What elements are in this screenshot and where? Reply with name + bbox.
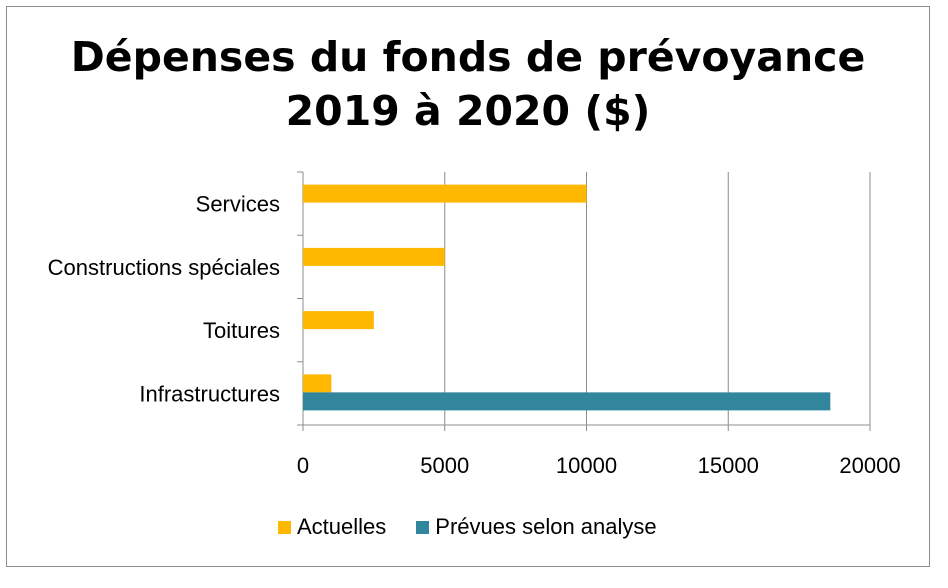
gridlines	[444, 172, 871, 425]
bar-actuelles	[303, 311, 374, 330]
y-category-label: Toitures	[203, 318, 280, 343]
legend-swatch-prevues	[416, 520, 430, 534]
bars	[303, 184, 831, 411]
x-tick-label: 20000	[839, 453, 900, 478]
chart-title-line-1: Dépenses du fonds de prévoyance	[70, 33, 866, 81]
x-tick-label: 0	[297, 453, 309, 478]
legend-swatch-actuelles	[278, 520, 291, 534]
legend-label-prevues: Prévues selon analyse	[435, 514, 657, 539]
legend-item-actuelles: Actuelles	[278, 514, 386, 540]
x-tick-label: 5000	[420, 453, 469, 478]
chart-frame	[6, 6, 930, 567]
x-tick-label: 10000	[556, 453, 617, 478]
legend-item-prevues: Prévues selon analyse	[416, 514, 657, 540]
chart-title-line-2: 2019 à 2020 ($)	[285, 87, 651, 135]
y-category-label: Services	[196, 192, 280, 217]
legend: Actuelles Prévues selon analyse	[278, 513, 687, 541]
axes	[297, 171, 871, 431]
bar-actuelles	[303, 374, 332, 393]
y-category-label: Infrastructures	[139, 381, 280, 406]
y-category-labels: Services Constructions spéciales Toitures I…	[48, 192, 280, 407]
x-tick-labels: 0 5000 10000 15000 20000	[297, 453, 901, 478]
bar-actuelles	[303, 247, 445, 266]
bar-prevues	[303, 392, 831, 411]
bar-actuelles	[303, 184, 587, 203]
legend-label-actuelles: Actuelles	[297, 514, 387, 539]
chart-title: Dépenses du fonds de prévoyance 2019 à 2…	[0, 30, 936, 138]
y-category-label: Constructions spéciales	[48, 255, 280, 280]
x-tick-label: 15000	[698, 453, 759, 478]
